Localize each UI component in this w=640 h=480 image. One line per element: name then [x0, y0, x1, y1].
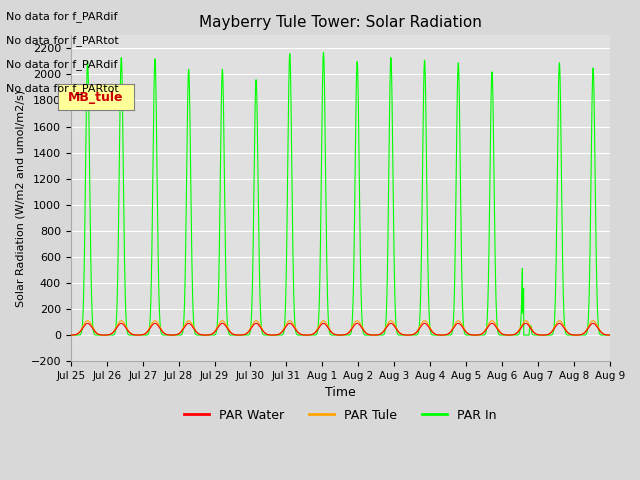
Text: No data for f_PARtot: No data for f_PARtot [6, 83, 119, 94]
Legend: PAR Water, PAR Tule, PAR In: PAR Water, PAR Tule, PAR In [179, 404, 502, 427]
Text: MB_tule: MB_tule [68, 91, 124, 104]
Text: No data for f_PARdif: No data for f_PARdif [6, 59, 118, 70]
Text: No data for f_PARtot: No data for f_PARtot [6, 35, 119, 46]
Title: Mayberry Tule Tower: Solar Radiation: Mayberry Tule Tower: Solar Radiation [199, 15, 482, 30]
X-axis label: Time: Time [325, 386, 356, 399]
Text: No data for f_PARdif: No data for f_PARdif [6, 11, 118, 22]
Y-axis label: Solar Radiation (W/m2 and umol/m2/s): Solar Radiation (W/m2 and umol/m2/s) [15, 90, 25, 307]
